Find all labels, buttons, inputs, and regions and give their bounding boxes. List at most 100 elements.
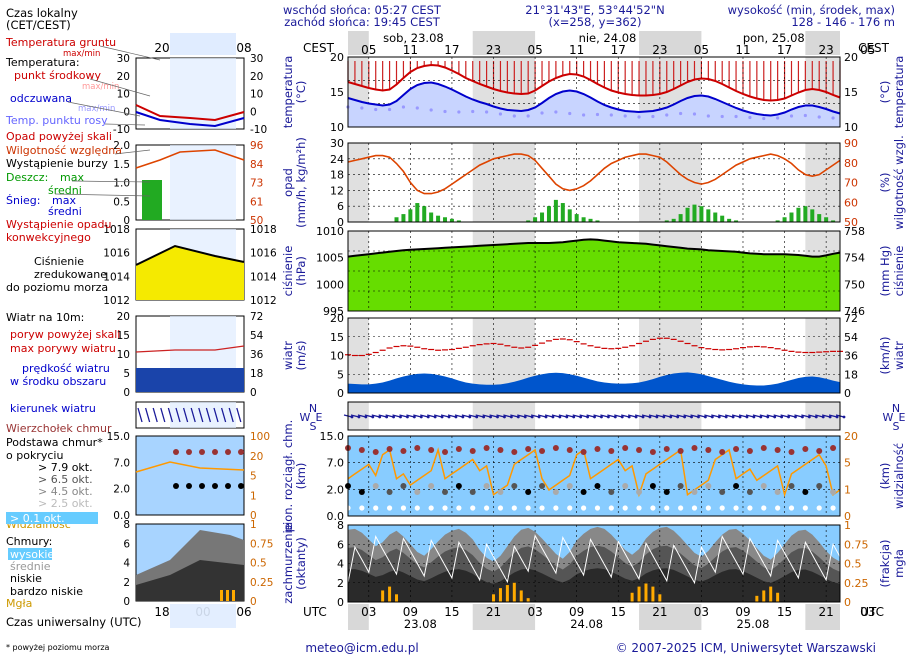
- legend-text: Śnieg:: [6, 194, 40, 207]
- cloud-base-dot: [760, 483, 767, 489]
- cloud-top-dot: [649, 449, 656, 455]
- legend-y-tick-right: 0: [250, 106, 257, 118]
- y-tick-left: 2: [337, 577, 344, 590]
- cloud-base-dot: [594, 483, 601, 489]
- precip-bar: [685, 207, 690, 222]
- dew-point-dot: [651, 114, 655, 119]
- cloud-base-dot-low: [456, 505, 462, 511]
- wind-direction-head: [503, 415, 506, 419]
- cloud-top-dot: [372, 449, 379, 455]
- high-cloud-line: [347, 534, 841, 585]
- legend-y-tick-left: 5: [123, 368, 130, 380]
- y-tick-right: 10: [844, 121, 858, 134]
- wind-direction-head: [419, 415, 423, 419]
- legend-cloud-top-dot: [186, 449, 192, 455]
- y-tick-left: 1005: [316, 252, 344, 265]
- legend-y-tick-left: 1014: [103, 271, 130, 283]
- contact-email[interactable]: meteo@icm.edu.pl: [305, 641, 418, 655]
- cloud-base-dot: [788, 483, 795, 489]
- wind-direction-head: [482, 415, 486, 419]
- y-tick-right: 54: [844, 331, 858, 344]
- cloud-base-dot: [802, 489, 809, 495]
- precip-bar: [678, 214, 683, 222]
- legend-night: [170, 145, 236, 220]
- cloud-base-dot-low: [567, 505, 573, 511]
- cloud-base-dot-low: [650, 505, 656, 511]
- utc-tick: 21: [652, 605, 667, 619]
- wind-direction-head: [606, 415, 610, 419]
- y-tick-left: 4: [337, 558, 344, 571]
- wind-axis-unit-right: (km/h): [878, 337, 892, 375]
- precip-bar: [449, 218, 454, 222]
- cloud-base-dot-low: [483, 505, 490, 511]
- legend-y-tick-right: 72: [250, 311, 263, 323]
- cloud-top-dot: [705, 447, 712, 453]
- precip-bar: [553, 199, 558, 222]
- cloud-base-dot-low: [664, 505, 670, 511]
- night-band-top: [472, 31, 536, 55]
- legend-leader: [99, 45, 161, 61]
- dew-point-dot: [401, 105, 406, 109]
- cloud-base-dot-low: [788, 505, 795, 511]
- fog-bar: [381, 590, 385, 602]
- wind-axis-title-text: wiatr: [281, 341, 295, 370]
- wind-direction-head: [412, 415, 416, 419]
- legend-y-tick-left: 0.5: [113, 196, 130, 208]
- wind-axis-unit-right-text: (km/h): [878, 337, 892, 375]
- legend-leader: [71, 180, 151, 183]
- cloud-base-dot: [455, 483, 462, 489]
- y-tick-left: 15: [330, 331, 344, 344]
- legend-direction-arrow: [182, 407, 189, 423]
- precip-bar: [664, 220, 669, 222]
- y-tick-right: 758: [844, 225, 865, 238]
- clouds-axis-unit-text: (oktanty): [294, 537, 308, 590]
- legend-y-tick-right: 1018: [250, 224, 277, 236]
- cloud-top-dot: [428, 447, 435, 453]
- y-tick-right: 1: [844, 519, 851, 532]
- legend-y-tick-left: 0: [123, 106, 130, 118]
- legend-cloud-top-dot: [199, 449, 205, 455]
- cloud-top-dot: [400, 448, 407, 454]
- compass-n: N: [309, 402, 317, 415]
- wind-direction-head: [828, 415, 832, 419]
- dew-point-dot: [748, 115, 752, 120]
- utc-tick: 21: [819, 605, 834, 619]
- utc-label: UTC: [303, 605, 327, 619]
- dew-point-dot: [526, 114, 530, 118]
- legend-pressure-area: [136, 246, 244, 300]
- cloud-base-dot: [358, 489, 365, 495]
- local-time-tick: 08: [236, 41, 251, 55]
- dew-point-dot: [595, 112, 600, 117]
- utc-tick: 03: [361, 605, 376, 619]
- cloud-base-dot: [719, 489, 726, 495]
- fog-bar: [498, 588, 502, 602]
- legend-leader: [104, 123, 146, 126]
- cloud-top-dot: [636, 447, 643, 453]
- legend-leader: [54, 193, 151, 197]
- dew-point-dot: [665, 113, 669, 117]
- humidity-line: [347, 153, 841, 195]
- wind-direction-head: [392, 415, 395, 419]
- sunset-text: zachód słońca: 19:45 CEST: [284, 15, 441, 29]
- precip-bar: [775, 220, 780, 222]
- dew-point-dot: [706, 114, 710, 118]
- dew-point-dot: [720, 114, 724, 119]
- temp-axis-title-right-text: temperatura: [892, 56, 906, 129]
- night-band-bottom: [348, 604, 369, 630]
- cloud-top-dot: [733, 446, 740, 452]
- cloud-base-dot: [442, 489, 449, 495]
- legend-text: > 4.5 okt.: [38, 485, 93, 498]
- y-tick-left: 0: [337, 387, 344, 400]
- cest-tick: 11: [403, 43, 418, 57]
- cloud-top-dot: [525, 446, 532, 452]
- compass-w: W: [883, 411, 894, 424]
- cloud-base-dot: [539, 483, 546, 489]
- y-tick-right: 0: [844, 596, 851, 609]
- day-label-bottom: 25.08: [737, 617, 770, 631]
- clouds-axis-title: zachmurzenie: [281, 523, 295, 604]
- legend-cloud-top-dot: [225, 449, 231, 455]
- precip-axis-title: opad: [281, 168, 295, 197]
- pressure-axis-title-right: ciśnienie: [892, 246, 906, 297]
- cloud-top-dot: [414, 445, 421, 451]
- legend-text: kierunek wiatru: [10, 402, 96, 415]
